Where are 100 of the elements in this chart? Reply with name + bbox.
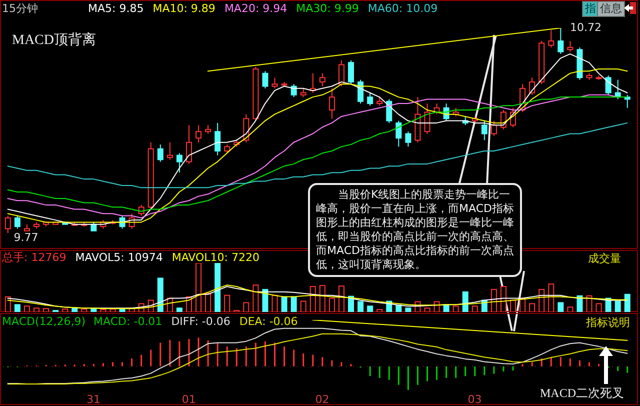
bar [434, 301, 440, 312]
chart-title: 15分钟 [2, 2, 39, 15]
candlestick [558, 28, 564, 54]
bar [119, 309, 126, 312]
bar [310, 286, 316, 312]
bar [424, 308, 430, 312]
series-label: DIFF: -0.06 [171, 315, 230, 328]
candlestick [272, 77, 278, 89]
annotation: MACD二次死叉 [540, 386, 624, 400]
candlestick [166, 142, 173, 160]
bar [328, 298, 335, 312]
bar [262, 288, 268, 312]
bar [110, 308, 116, 312]
x-tick-label: 31 [86, 392, 101, 406]
candlestick [605, 74, 612, 96]
bar [157, 278, 164, 312]
text: MA30: 9.99 [296, 2, 359, 15]
text: 总手: 12769 [2, 251, 66, 264]
text: MAVOL5: 10974 [75, 251, 163, 264]
bar [596, 303, 602, 312]
bar [624, 294, 630, 312]
bar [90, 308, 97, 312]
bar [205, 292, 212, 312]
candlestick [358, 79, 364, 104]
bar [614, 300, 621, 312]
bar [214, 263, 221, 312]
candlestick [338, 60, 344, 87]
candlestick [548, 30, 554, 48]
candlestick [319, 72, 326, 87]
bar [367, 306, 374, 312]
bar [252, 284, 259, 312]
bar [576, 295, 583, 312]
bar [176, 308, 182, 312]
text: MA10: 9.89 [152, 2, 216, 15]
annotation: 9.77 [14, 231, 38, 244]
text: MA5: 9.85 [88, 2, 144, 15]
bar [452, 306, 459, 312]
candlestick [4, 215, 11, 233]
bar [14, 304, 20, 312]
bar [586, 295, 592, 312]
bar [290, 296, 297, 312]
bar [81, 308, 88, 312]
candlestick [490, 120, 497, 136]
bar [338, 286, 344, 312]
candlestick [396, 120, 402, 148]
bar [281, 296, 288, 312]
bar [224, 294, 230, 312]
candlestick [424, 103, 430, 134]
text: MA60: 10.09 [368, 2, 438, 15]
candlestick [567, 40, 574, 52]
candlestick [186, 124, 192, 164]
annotation: 成交量 [588, 252, 621, 266]
bar [405, 308, 412, 312]
candlestick [196, 124, 202, 143]
bar [4, 296, 11, 312]
candlestick [386, 98, 392, 124]
bar [529, 303, 536, 312]
series-label: DEA: -0.06 [239, 315, 298, 328]
bar [358, 301, 364, 312]
candlestick [481, 120, 488, 141]
annotation: MACD顶背离 [12, 33, 96, 48]
bar [510, 300, 516, 312]
candlestick [290, 84, 297, 98]
bar [33, 308, 40, 312]
series-label: MACD: -0.01 [94, 315, 162, 328]
bar [348, 296, 354, 312]
candlestick [328, 88, 335, 120]
bar [396, 304, 402, 312]
chart-title: MACD(12,26,9) [2, 315, 86, 328]
bar [196, 263, 202, 312]
bar [538, 288, 545, 312]
text: MA20: 9.94 [224, 2, 288, 15]
bar [272, 294, 278, 312]
x-tick-label: 02 [315, 392, 330, 406]
bar [500, 286, 506, 312]
candlestick [157, 144, 164, 162]
bar [100, 309, 106, 312]
bar [567, 306, 574, 312]
bar [72, 308, 78, 312]
candlestick [405, 131, 412, 148]
bar [558, 302, 564, 312]
x-tick-label: 03 [468, 392, 482, 406]
annotation: 指标说明 [586, 316, 630, 330]
bar [472, 306, 478, 312]
candlestick [214, 122, 221, 156]
text: 指 [582, 1, 599, 17]
bar [376, 309, 383, 312]
candlestick [14, 215, 20, 230]
bar [319, 285, 326, 312]
bar [548, 284, 554, 312]
candlestick [348, 60, 354, 85]
candlestick [176, 152, 182, 174]
x-tick-label: 01 [182, 392, 196, 406]
bar [462, 291, 468, 312]
bar [300, 300, 306, 312]
candlestick [262, 70, 268, 89]
annotation: 10.72 [570, 21, 602, 35]
bar [24, 306, 30, 312]
bar [62, 308, 68, 312]
text: MAVOL10: 7220 [172, 251, 260, 264]
